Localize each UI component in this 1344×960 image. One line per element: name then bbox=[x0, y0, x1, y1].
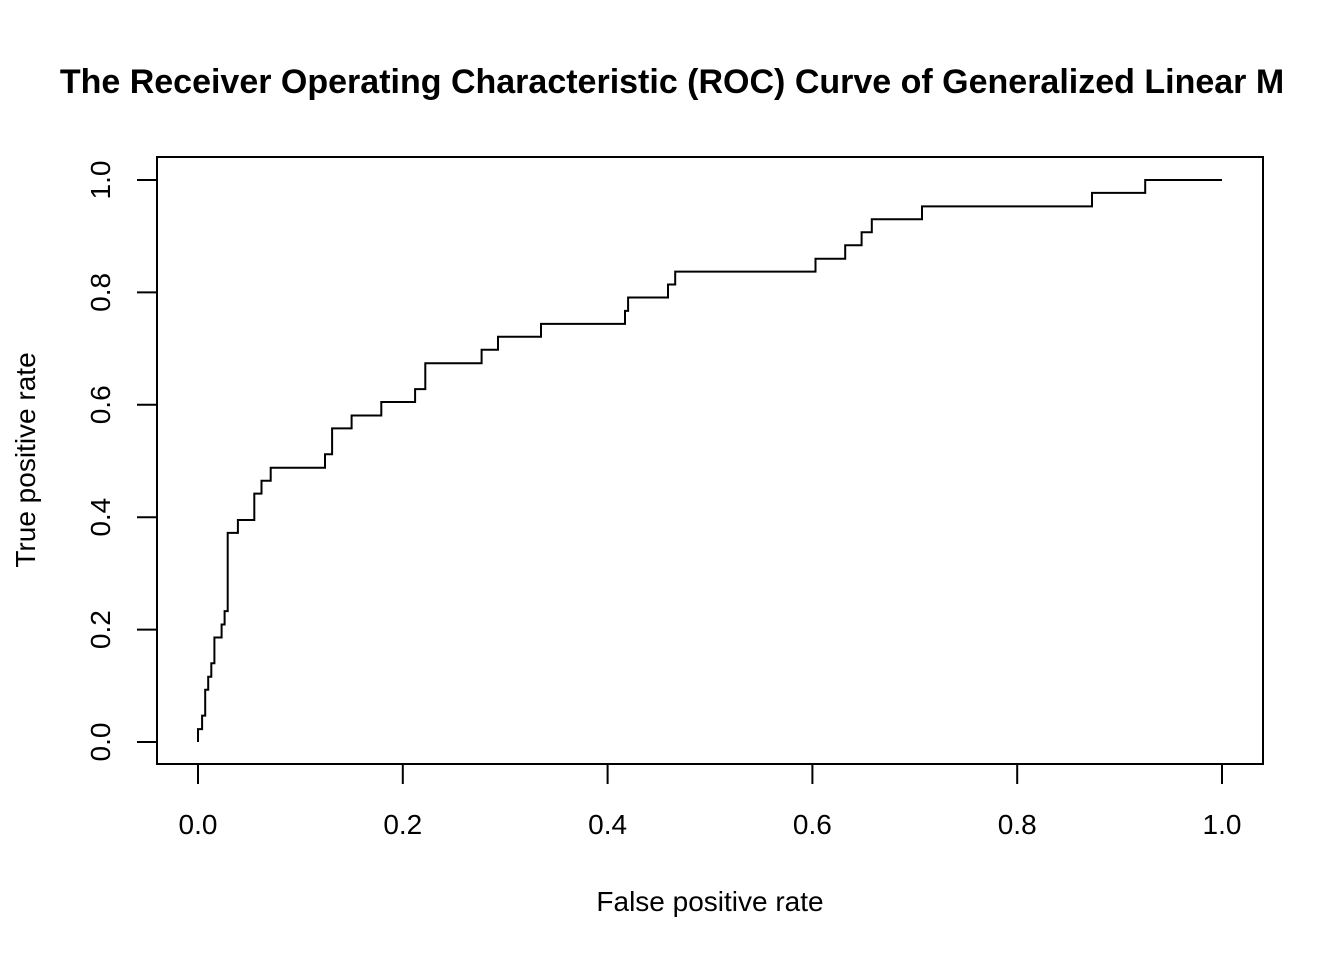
plot-frame bbox=[156, 156, 1264, 765]
y-axis-label: True positive rate bbox=[10, 352, 41, 567]
y-tick-label: 0.8 bbox=[85, 273, 116, 312]
y-tick-label: 0.0 bbox=[85, 723, 116, 762]
x-tick-label: 0.2 bbox=[383, 809, 422, 840]
y-tick-label: 0.6 bbox=[85, 385, 116, 424]
y-tick-label: 1.0 bbox=[85, 161, 116, 200]
chart-title: The Receiver Operating Characteristic (R… bbox=[60, 63, 1284, 101]
roc-curve-line bbox=[197, 179, 1222, 742]
y-tick-label: 0.4 bbox=[85, 498, 116, 537]
x-tick-label: 0.4 bbox=[588, 809, 627, 840]
y-axis: 0.0 0.2 0.4 0.6 0.8 1.0 bbox=[85, 161, 158, 762]
x-tick-label: 0.8 bbox=[998, 809, 1037, 840]
x-tick-label: 1.0 bbox=[1203, 809, 1242, 840]
x-axis-label: False positive rate bbox=[596, 886, 823, 917]
x-axis: 0.0 0.2 0.4 0.6 0.8 1.0 bbox=[179, 763, 1242, 840]
y-tick-label: 0.2 bbox=[85, 610, 116, 649]
x-tick-label: 0.0 bbox=[179, 809, 218, 840]
x-tick-label: 0.6 bbox=[793, 809, 832, 840]
